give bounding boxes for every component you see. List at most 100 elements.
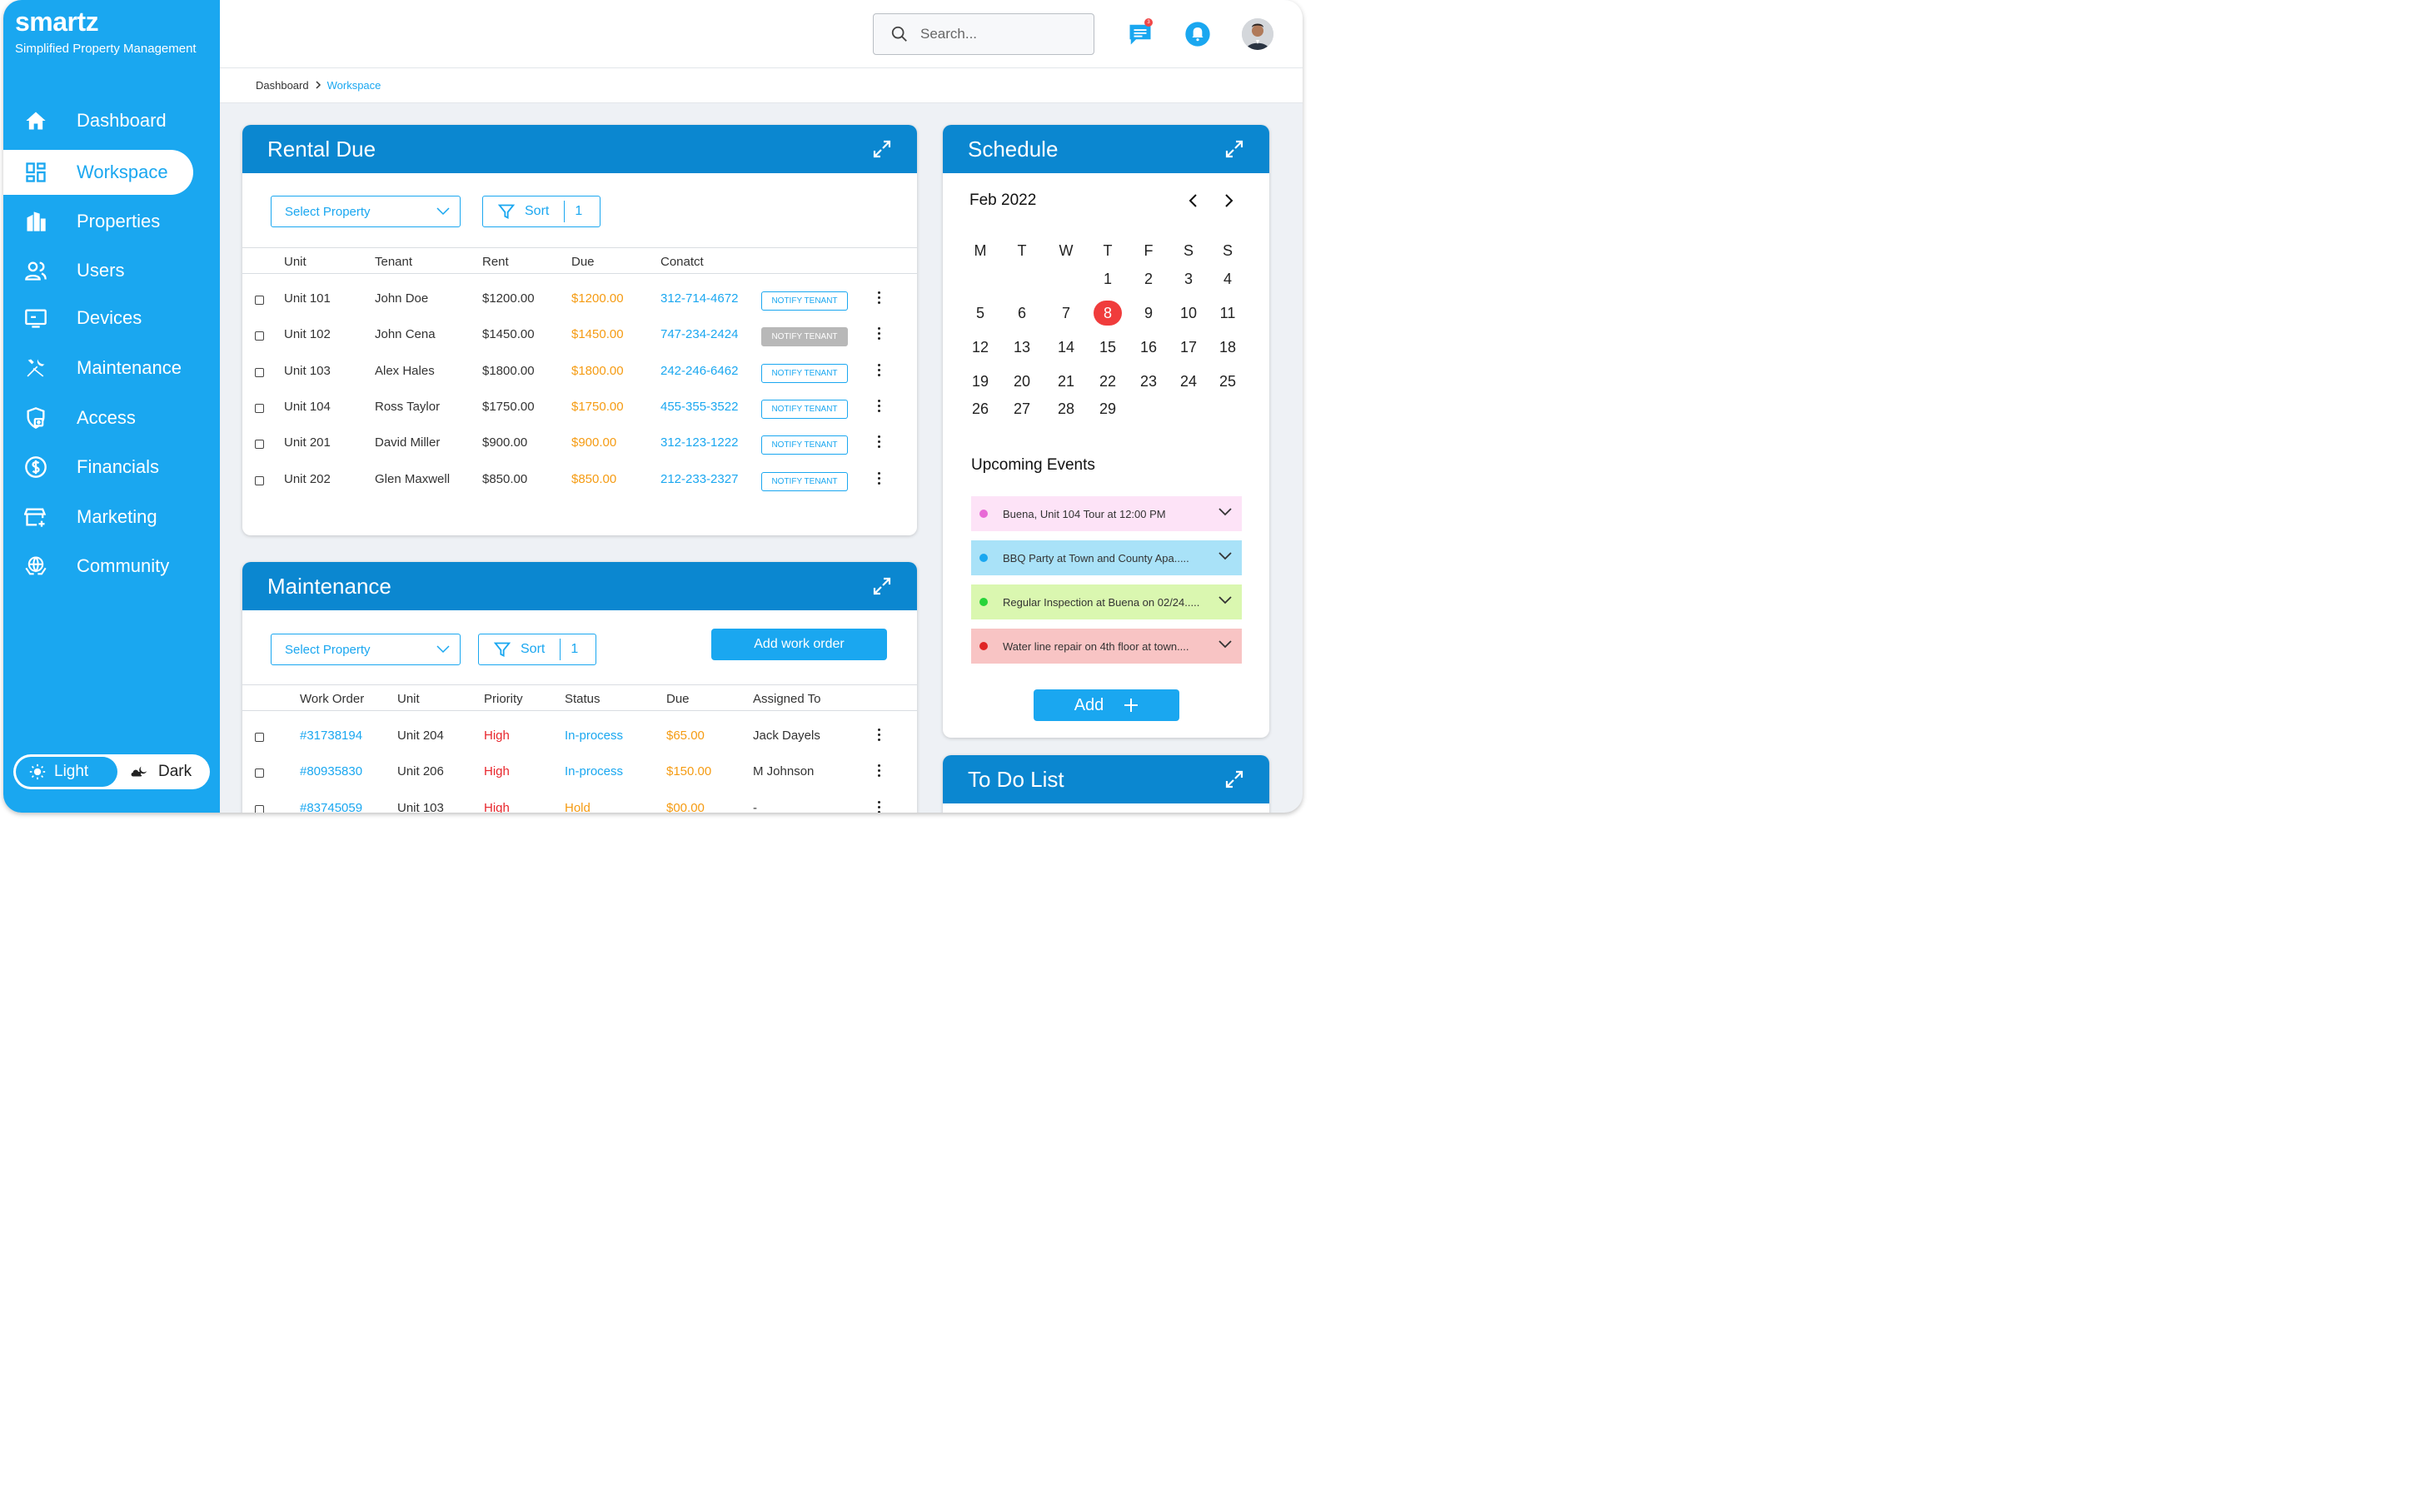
calendar-day[interactable]: 25 <box>1218 373 1237 390</box>
event-item[interactable]: Regular Inspection at Buena on 02/24....… <box>971 584 1242 619</box>
add-event-button[interactable]: Add <box>1034 689 1179 721</box>
more-options-icon[interactable] <box>878 471 881 487</box>
expand-icon[interactable] <box>872 139 892 159</box>
calendar-day[interactable]: 16 <box>1139 339 1158 356</box>
calendar-day[interactable]: 17 <box>1179 339 1198 356</box>
chevron-down-icon[interactable] <box>1218 508 1232 516</box>
expand-icon[interactable] <box>872 576 892 596</box>
sort-button[interactable]: Sort 1 <box>482 196 601 227</box>
calendar-day[interactable]: 22 <box>1099 373 1117 390</box>
row-checkbox[interactable] <box>255 804 264 813</box>
calendar-day[interactable]: 26 <box>971 400 989 417</box>
sidebar-item-community[interactable]: Community <box>3 544 193 589</box>
calendar-day[interactable]: 7 <box>1061 305 1070 321</box>
expand-icon[interactable] <box>1224 769 1244 789</box>
calendar-day[interactable]: 4 <box>1223 271 1232 287</box>
event-item[interactable]: Water line repair on 4th floor at town..… <box>971 629 1242 664</box>
sidebar-item-financials[interactable]: Financials <box>3 445 193 490</box>
calendar-day[interactable]: 11 <box>1219 305 1236 321</box>
row-checkbox[interactable] <box>255 403 264 413</box>
row-checkbox[interactable] <box>255 733 264 742</box>
calendar-day[interactable]: 12 <box>971 339 989 356</box>
breadcrumb-current[interactable]: Workspace <box>326 79 381 92</box>
notify-tenant-button[interactable]: NOTIFY TENANT <box>761 435 848 455</box>
sort-button[interactable]: Sort 1 <box>478 634 596 665</box>
work-order-link[interactable]: #83745059 <box>300 800 363 813</box>
work-order-link[interactable]: #80935830 <box>300 764 363 779</box>
select-property-dropdown[interactable]: Select Property <box>271 634 461 665</box>
notify-tenant-button[interactable]: NOTIFY TENANT <box>761 471 848 491</box>
calendar-day[interactable]: 18 <box>1218 339 1237 356</box>
more-options-icon[interactable] <box>878 729 881 744</box>
contact-link[interactable]: 212-233-2327 <box>660 471 739 486</box>
prev-month-icon[interactable] <box>1186 193 1201 208</box>
chevron-down-icon[interactable] <box>1218 552 1232 560</box>
calendar-day[interactable]: 13 <box>1013 339 1031 356</box>
calendar-day[interactable]: 21 <box>1057 373 1075 390</box>
contact-link[interactable]: 312-123-1222 <box>660 435 739 450</box>
calendar-day[interactable]: 15 <box>1099 339 1117 356</box>
column-header[interactable]: Due <box>666 692 690 706</box>
sidebar-item-workspace[interactable]: Workspace <box>3 150 193 195</box>
calendar-day[interactable]: 29 <box>1099 400 1117 417</box>
notify-tenant-button[interactable]: NOTIFY TENANT <box>761 399 848 419</box>
calendar-day[interactable]: 23 <box>1139 373 1158 390</box>
calendar-day[interactable]: 10 <box>1179 305 1198 321</box>
row-checkbox[interactable] <box>255 475 264 485</box>
row-checkbox[interactable] <box>255 367 264 377</box>
calendar-day[interactable]: 6 <box>1017 305 1026 321</box>
notify-tenant-button[interactable]: NOTIFY TENANT <box>761 363 848 383</box>
theme-toggle[interactable]: Light Dark <box>13 754 210 789</box>
more-options-icon[interactable] <box>878 291 881 306</box>
contact-link[interactable]: 242-246-6462 <box>660 363 739 378</box>
contact-link[interactable]: 747-234-2424 <box>660 327 739 342</box>
calendar-day[interactable]: 5 <box>975 305 984 321</box>
column-header[interactable]: Priority <box>484 692 523 706</box>
notifications-button[interactable] <box>1184 20 1212 48</box>
calendar-day[interactable]: 20 <box>1013 373 1031 390</box>
event-item[interactable]: BBQ Party at Town and County Apa..... <box>971 540 1242 575</box>
calendar-day[interactable]: 27 <box>1013 400 1031 417</box>
calendar-day[interactable]: 14 <box>1057 339 1075 356</box>
messages-button[interactable]: 3 <box>1126 18 1154 48</box>
column-header[interactable]: Tenant <box>375 255 413 269</box>
next-month-icon[interactable] <box>1221 193 1236 208</box>
notify-tenant-button[interactable]: NOTIFY TENANT <box>761 327 848 347</box>
user-avatar[interactable] <box>1242 18 1273 50</box>
light-theme-option[interactable]: Light <box>16 757 117 787</box>
column-header[interactable]: Rent <box>482 255 509 269</box>
dark-theme-option[interactable]: Dark <box>130 757 192 787</box>
work-order-link[interactable]: #31738194 <box>300 729 363 743</box>
chevron-down-icon[interactable] <box>1218 596 1232 604</box>
column-header[interactable]: Assigned To <box>753 692 821 706</box>
column-header[interactable]: Conatct <box>660 255 704 269</box>
sidebar-item-dashboard[interactable]: Dashboard <box>3 98 193 143</box>
row-checkbox[interactable] <box>255 768 264 778</box>
breadcrumb-root[interactable]: Dashboard <box>256 79 309 92</box>
column-header[interactable]: Work Order <box>300 692 365 706</box>
calendar-day[interactable]: 2 <box>1144 271 1153 287</box>
row-checkbox[interactable] <box>255 296 264 305</box>
calendar-day[interactable]: 24 <box>1179 373 1198 390</box>
more-options-icon[interactable] <box>878 327 881 342</box>
sidebar-item-properties[interactable]: Properties <box>3 199 193 244</box>
calendar-day[interactable]: 28 <box>1057 400 1075 417</box>
chevron-down-icon[interactable] <box>1218 640 1232 649</box>
sidebar-item-access[interactable]: Access <box>3 395 193 440</box>
sidebar-item-marketing[interactable]: Marketing <box>3 495 193 540</box>
column-header[interactable]: Status <box>565 692 601 706</box>
more-options-icon[interactable] <box>878 399 881 415</box>
column-header[interactable]: Due <box>571 255 595 269</box>
sidebar-item-devices[interactable]: Devices <box>3 296 193 341</box>
notify-tenant-button[interactable]: NOTIFY TENANT <box>761 291 848 311</box>
more-options-icon[interactable] <box>878 363 881 379</box>
sidebar-item-users[interactable]: Users <box>3 248 193 293</box>
more-options-icon[interactable] <box>878 764 881 779</box>
select-property-dropdown[interactable]: Select Property <box>271 196 461 227</box>
calendar-day[interactable]: 3 <box>1184 271 1193 287</box>
search-box[interactable] <box>873 13 1094 55</box>
search-input[interactable] <box>920 26 1070 42</box>
contact-link[interactable]: 455-355-3522 <box>660 399 739 414</box>
add-work-order-button[interactable]: Add work order <box>711 629 887 660</box>
contact-link[interactable]: 312-714-4672 <box>660 291 739 306</box>
